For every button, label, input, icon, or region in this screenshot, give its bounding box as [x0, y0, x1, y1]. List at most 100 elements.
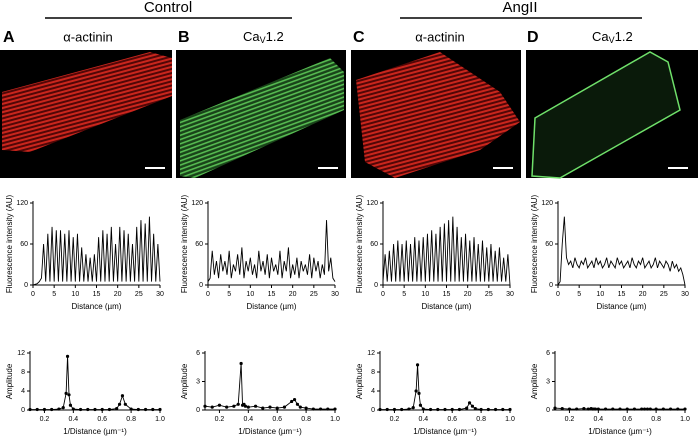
- data-point: [648, 407, 652, 411]
- y-axis-title: Amplitude: [530, 363, 539, 399]
- data-point: [450, 407, 454, 412]
- x-tick-label: 25: [135, 291, 143, 298]
- data-line: [204, 363, 335, 410]
- data-point: [318, 407, 323, 411]
- data-point: [50, 407, 54, 412]
- data-point: [407, 407, 411, 411]
- x-tick-label: 0.4: [418, 416, 428, 423]
- data-point: [295, 402, 300, 406]
- x-tick-label: 0.4: [68, 416, 78, 423]
- y-tick-label: 3: [196, 378, 200, 385]
- data-point: [129, 407, 133, 411]
- data-point: [618, 407, 622, 411]
- x-tick-label: 20: [114, 291, 122, 298]
- x-tick-label: 1.0: [330, 416, 340, 423]
- x-tick-label: 25: [660, 291, 668, 298]
- panel-label: A: [3, 29, 15, 46]
- x-axis-title: Distance (µm): [422, 302, 472, 311]
- y-tick-label: 0: [196, 407, 200, 414]
- panel-label: B: [178, 29, 190, 46]
- data-point: [676, 407, 680, 411]
- data-point: [625, 407, 629, 411]
- x-tick-label: 5: [402, 291, 406, 298]
- micrograph: [526, 50, 698, 179]
- x-tick-label: 30: [506, 291, 514, 298]
- x-tick-label: 0: [31, 291, 35, 298]
- data-point: [378, 407, 382, 412]
- y-axis-title: Amplitude: [180, 363, 189, 399]
- data-point: [151, 407, 155, 412]
- data-point: [246, 405, 250, 409]
- data-point: [107, 407, 112, 412]
- data-line: [382, 216, 511, 286]
- x-tick-label: 25: [485, 291, 493, 298]
- stain-main: Ca: [592, 29, 609, 44]
- data-point: [304, 406, 308, 410]
- x-tick-label: 0.6: [622, 416, 632, 423]
- x-tick-label: 25: [310, 291, 318, 298]
- data-point: [421, 407, 425, 411]
- data-point: [136, 407, 140, 412]
- stain-rest: 1.2: [266, 29, 284, 44]
- data-point: [243, 404, 248, 408]
- y-tick-label: 6: [196, 350, 200, 357]
- y-tick-label: 0: [24, 282, 28, 289]
- x-axis-title: Distance (µm): [247, 302, 297, 311]
- y-axis-title: Fluorescence intensity (AU): [5, 195, 14, 294]
- data-point: [642, 407, 647, 411]
- x-tick-label: 1.0: [155, 416, 165, 423]
- y-tick-label: 0: [546, 407, 550, 414]
- y-tick-label: 120: [541, 200, 553, 207]
- data-point: [236, 402, 240, 406]
- x-tick-label: 10: [71, 291, 79, 298]
- data-point: [100, 407, 104, 412]
- x-tick-label: 0: [381, 291, 385, 298]
- data-point: [232, 404, 236, 408]
- data-line: [207, 220, 336, 282]
- data-point: [86, 407, 90, 412]
- data-point: [290, 399, 294, 404]
- x-tick-label: 5: [227, 291, 231, 298]
- data-point: [470, 404, 475, 408]
- y-tick-label: 8: [371, 369, 375, 376]
- x-tick-label: 1.0: [505, 416, 515, 423]
- data-point: [268, 405, 272, 409]
- data-line: [30, 356, 160, 410]
- data-point: [68, 403, 73, 407]
- x-tick-label: 0.6: [97, 416, 107, 423]
- y-axis-title: Fluorescence intensity (AU): [180, 195, 189, 294]
- data-point: [115, 406, 119, 411]
- data-point: [418, 403, 423, 407]
- data-point: [35, 407, 39, 412]
- group-title: AngII: [502, 0, 537, 16]
- x-tick-label: 0.2: [565, 416, 575, 423]
- data-point: [457, 407, 462, 412]
- x-tick-label: 5: [52, 291, 56, 298]
- data-point: [392, 407, 397, 412]
- data-point: [567, 407, 572, 411]
- y-tick-label: 6: [546, 350, 550, 357]
- x-axis-title: 1/Distance (µm⁻¹): [238, 427, 302, 436]
- micrograph: [176, 50, 346, 178]
- data-point: [326, 407, 330, 411]
- data-point: [120, 394, 125, 398]
- x-tick-label: 0.8: [126, 416, 136, 423]
- data-point: [239, 361, 243, 366]
- y-tick-label: 120: [191, 200, 203, 207]
- data-point: [560, 406, 564, 411]
- data-point: [436, 407, 440, 412]
- data-point: [632, 407, 637, 411]
- x-tick-label: 30: [156, 291, 164, 298]
- data-point: [385, 407, 389, 412]
- y-axis-title: Amplitude: [355, 363, 364, 399]
- data-point: [467, 401, 472, 405]
- x-tick-label: 0.2: [40, 416, 50, 423]
- data-point: [465, 406, 469, 410]
- data-point: [298, 405, 302, 409]
- stain-title: CaV1.2: [243, 29, 284, 45]
- data-point: [57, 407, 61, 411]
- data-point: [593, 407, 598, 411]
- x-tick-label: 0.2: [215, 416, 225, 423]
- data-point: [596, 407, 600, 411]
- y-tick-label: 60: [545, 241, 553, 248]
